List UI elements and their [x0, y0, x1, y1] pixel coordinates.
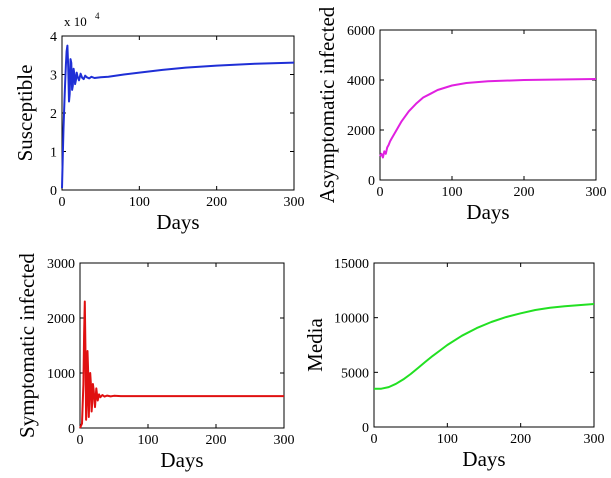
y-tick-label: 15000: [334, 257, 369, 272]
x-tick-label: 200: [510, 432, 531, 447]
series-line: [61, 44, 295, 189]
y-axis-label: Asymptomatic infected: [315, 6, 339, 203]
plot-frame: [373, 262, 595, 428]
x-tick-label: 200: [514, 185, 535, 200]
x-tick-label: 200: [206, 195, 227, 210]
x-axis-label: Days: [466, 200, 509, 224]
susceptible-chart: 0 100 200 300 0 1 2 3 4 x 10 4 Days Susceptible: [13, 11, 305, 234]
y-tick-label: 0: [68, 422, 75, 437]
y-tick-label: 4000: [347, 74, 375, 89]
x-tick-label: 300: [284, 195, 305, 210]
x-tick-label: 300: [586, 185, 607, 200]
x-tick-label: 0: [77, 433, 84, 448]
y-tick-label: 1: [50, 146, 57, 161]
y-tick-label: 2000: [347, 124, 375, 139]
y-multiplier-base: x 10: [64, 14, 87, 29]
y-tick-label: 5000: [341, 366, 369, 381]
y-tick-label: 10000: [334, 312, 369, 327]
x-tick-label: 200: [206, 433, 227, 448]
series-line: [79, 300, 284, 429]
x-axis-label: Days: [156, 210, 199, 234]
x-tick-label: 300: [274, 433, 295, 448]
media-chart: 0 100 200 300 0 5000 10000 15000 Days Media: [303, 257, 605, 471]
y-tick-label: 2: [50, 107, 57, 122]
y-axis-label: Symptomatic infected: [15, 253, 39, 438]
x-tick-label: 100: [129, 195, 150, 210]
x-tick-label: 0: [59, 195, 66, 210]
x-tick-label: 300: [584, 432, 605, 447]
series-line: [379, 78, 597, 159]
y-multiplier-exponent: 4: [95, 11, 100, 21]
y-tick-label: 6000: [347, 24, 375, 39]
y-tick-label: 0: [50, 184, 57, 199]
plot-frame: [379, 29, 597, 181]
y-tick-label: 4: [50, 30, 57, 45]
y-tick-label: 3000: [47, 257, 75, 272]
y-axis-label: Susceptible: [13, 65, 37, 162]
x-tick-label: 0: [377, 185, 384, 200]
x-tick-label: 100: [442, 185, 463, 200]
y-tick-label: 0: [362, 421, 369, 436]
x-tick-label: 100: [138, 433, 159, 448]
series-line: [374, 303, 595, 390]
y-tick-label: 1000: [47, 367, 75, 382]
plot-frame: [61, 35, 295, 191]
y-tick-label: 0: [368, 174, 375, 189]
x-tick-label: 100: [437, 432, 458, 447]
x-axis-label: Days: [462, 447, 505, 471]
x-axis-label: Days: [160, 448, 203, 472]
x-tick-label: 0: [371, 432, 378, 447]
asymptomatic-infected-chart: 0 100 200 300 0 2000 4000 6000 Days Asymptomatic …: [315, 6, 607, 224]
y-tick-label: 3: [50, 69, 57, 84]
plot-frame: [79, 262, 285, 429]
y-tick-label: 2000: [47, 312, 75, 327]
y-axis-label: Media: [303, 318, 327, 372]
